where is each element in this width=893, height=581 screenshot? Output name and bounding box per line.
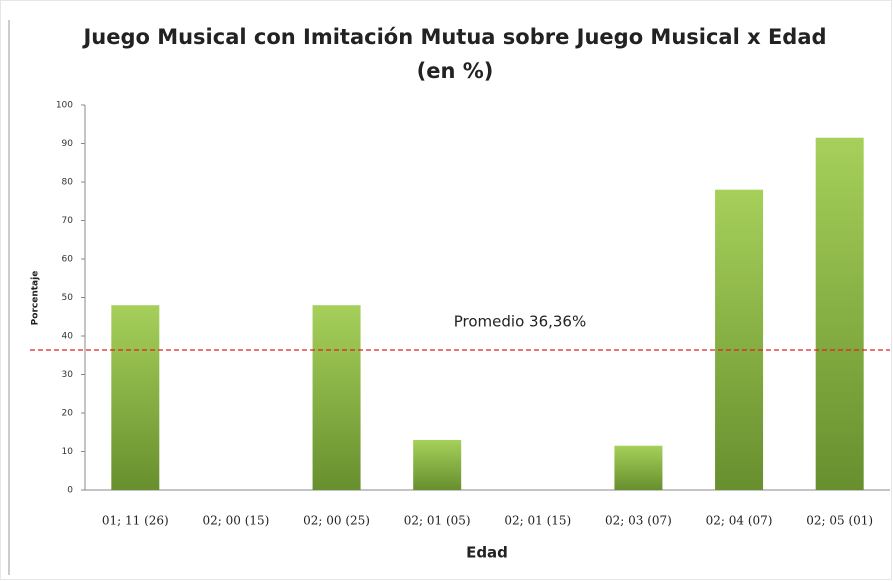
x-tick-label: 02; 05 (01): [806, 514, 873, 528]
y-tick-label: 60: [62, 255, 74, 265]
x-tick-label: 02; 00 (15): [203, 514, 270, 528]
bar: [614, 445, 663, 490]
bar: [815, 137, 864, 490]
x-tick-label: 02; 01 (05): [404, 514, 471, 528]
y-tick-label: 90: [62, 139, 74, 149]
x-tick-label: 02; 03 (07): [605, 514, 672, 528]
y-tick-label: 70: [62, 216, 74, 226]
y-tick-label: 50: [62, 293, 74, 303]
x-tick-label: 02; 04 (07): [706, 514, 773, 528]
y-tick-label: 40: [62, 332, 74, 342]
y-tick-label: 30: [62, 370, 74, 380]
x-axis-label: Edad: [466, 544, 508, 562]
y-tick-label: 20: [62, 409, 74, 419]
y-tick-label: 10: [62, 447, 74, 457]
bar: [111, 305, 160, 490]
chart-title: Juego Musical con Imitación Mutua sobre …: [81, 25, 826, 49]
y-tick-label: 80: [62, 178, 74, 188]
y-tick-label: 100: [56, 101, 73, 111]
x-tick-label: 02; 01 (15): [504, 514, 571, 528]
y-axis-label: Porcentaje: [31, 271, 41, 326]
chart-subtitle: (en %): [417, 59, 494, 83]
y-tick-label: 0: [67, 486, 73, 496]
bar: [312, 305, 361, 490]
x-tick-label: 01; 11 (26): [102, 514, 169, 528]
x-tick-label: 02; 00 (25): [303, 514, 370, 528]
bar: [413, 439, 462, 490]
average-label: Promedio 36,36%: [454, 313, 586, 331]
bar: [715, 189, 764, 490]
